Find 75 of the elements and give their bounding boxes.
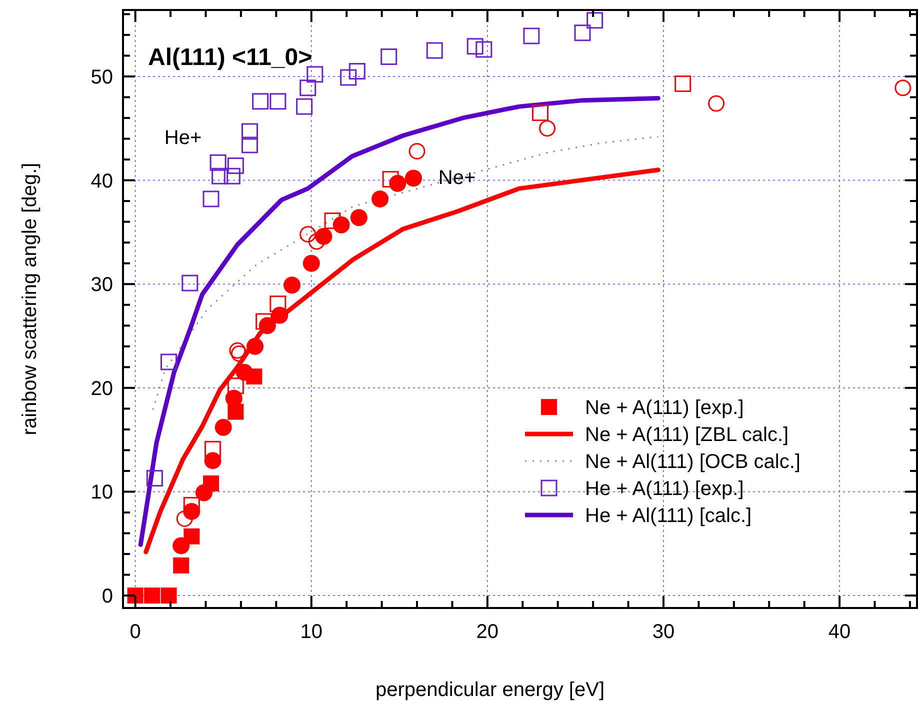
- point: [270, 296, 286, 312]
- point: [539, 120, 556, 137]
- y-tick-label: 20: [90, 378, 113, 400]
- point: [176, 510, 193, 527]
- legend-label: He + Al(111) [calc.]: [585, 505, 752, 527]
- point: [523, 28, 540, 44]
- x-tick-label: 30: [652, 621, 675, 643]
- point: [894, 80, 912, 96]
- x-tick-label: 0: [130, 621, 141, 643]
- point: [708, 95, 725, 112]
- point: [212, 168, 228, 184]
- point: [202, 190, 220, 208]
- legend-label: He + A(111) [exp.]: [585, 478, 744, 500]
- point: [146, 470, 163, 486]
- point: [256, 313, 272, 330]
- point: [300, 226, 316, 242]
- point: [173, 557, 190, 574]
- point: [532, 104, 548, 122]
- point: [236, 364, 253, 381]
- point: [224, 168, 240, 184]
- point: [408, 142, 426, 160]
- point: [296, 98, 313, 115]
- y-tick-label: 10: [90, 482, 113, 504]
- point: [246, 338, 264, 355]
- point: [182, 274, 198, 292]
- point: [214, 418, 232, 436]
- x-tick-label: 10: [300, 621, 322, 643]
- point: [476, 41, 492, 58]
- point: [227, 378, 244, 394]
- point: [382, 170, 399, 188]
- x-tick-label: 40: [828, 621, 851, 643]
- point: [574, 24, 591, 42]
- point: [195, 484, 212, 502]
- point: [324, 212, 341, 230]
- point: [160, 588, 177, 604]
- point: [242, 136, 258, 154]
- point: [229, 342, 246, 359]
- point: [172, 537, 190, 554]
- legend-label: Ne + Al(111) [OCB calc.]: [585, 451, 800, 473]
- y-tick-label: 0: [102, 586, 113, 608]
- point: [204, 440, 222, 458]
- point: [306, 66, 324, 83]
- point: [183, 496, 200, 514]
- point: [242, 123, 258, 140]
- point: [340, 69, 357, 86]
- point: [252, 93, 269, 110]
- point: [350, 209, 368, 226]
- point: [300, 80, 316, 96]
- point: [426, 42, 443, 59]
- annotation: Ne+: [438, 167, 476, 189]
- point: [380, 48, 398, 65]
- x-axis-title: perpendicular energy [eV]: [375, 679, 605, 701]
- legend-label: Ne + A(111) [exp.]: [585, 397, 744, 419]
- point: [302, 254, 320, 272]
- point: [144, 588, 160, 604]
- point: [284, 276, 301, 294]
- y-tick-label: 40: [90, 170, 113, 192]
- text: Al(111) <11_0>: [148, 44, 312, 71]
- point: [210, 154, 226, 171]
- y-axis-title: rainbow scattering angle [deg.]: [19, 162, 41, 436]
- point: [372, 190, 389, 208]
- y-tick-label: 50: [90, 66, 113, 88]
- point: [404, 170, 422, 187]
- y-tick-label: 30: [90, 274, 113, 296]
- legend-label: Ne + A(111) [ZBL calc.]: [585, 424, 789, 446]
- point: [674, 75, 692, 92]
- point: [228, 404, 244, 420]
- point: [348, 63, 366, 80]
- point: [586, 12, 604, 29]
- point: [227, 157, 244, 174]
- x-tick-label: 20: [476, 621, 499, 643]
- point: [160, 354, 178, 370]
- point: [466, 38, 484, 55]
- point: [270, 93, 286, 110]
- annotation: He+: [164, 127, 202, 149]
